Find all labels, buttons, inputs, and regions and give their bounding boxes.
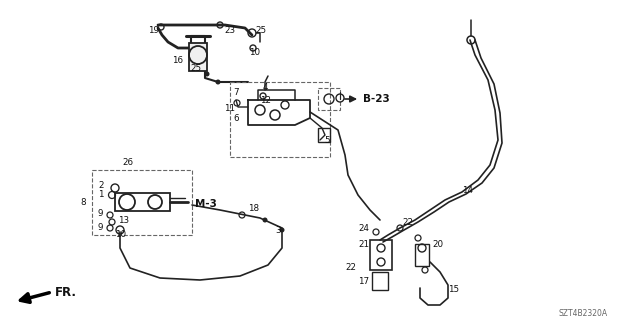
Text: 18: 18 xyxy=(248,204,259,212)
Text: 17: 17 xyxy=(358,277,369,286)
Text: 14: 14 xyxy=(462,186,473,195)
Text: 3: 3 xyxy=(275,226,280,235)
Bar xyxy=(92,170,192,235)
Bar xyxy=(370,240,392,270)
Circle shape xyxy=(216,79,221,84)
Text: 9: 9 xyxy=(97,222,102,231)
Text: 6: 6 xyxy=(233,114,239,123)
Circle shape xyxy=(280,228,285,233)
Text: 22: 22 xyxy=(402,218,413,227)
Bar xyxy=(415,244,429,266)
Text: 25: 25 xyxy=(190,63,201,73)
Text: 8: 8 xyxy=(80,197,86,206)
Bar xyxy=(189,43,207,71)
Circle shape xyxy=(262,218,268,222)
Text: M-3: M-3 xyxy=(195,199,217,209)
Text: 20: 20 xyxy=(432,239,443,249)
Bar xyxy=(230,82,330,157)
Bar xyxy=(115,193,170,211)
Text: SZT4B2320A: SZT4B2320A xyxy=(559,308,608,317)
Text: 2: 2 xyxy=(98,180,104,189)
Text: 22: 22 xyxy=(345,263,356,273)
Text: B-23: B-23 xyxy=(363,94,390,104)
Text: 23: 23 xyxy=(224,26,235,35)
Text: 15: 15 xyxy=(448,285,459,294)
Bar xyxy=(318,128,330,142)
Text: 12: 12 xyxy=(260,95,271,105)
Text: 25: 25 xyxy=(255,26,266,35)
Text: 11: 11 xyxy=(224,103,235,113)
Text: 4: 4 xyxy=(263,83,269,92)
Text: 10: 10 xyxy=(115,229,126,238)
Text: 5: 5 xyxy=(324,135,330,145)
Text: 24: 24 xyxy=(358,223,369,233)
Circle shape xyxy=(205,71,209,76)
Text: 13: 13 xyxy=(118,215,129,225)
Text: 1: 1 xyxy=(98,189,104,198)
Text: 16: 16 xyxy=(172,55,183,65)
Bar xyxy=(318,88,340,110)
Bar xyxy=(372,272,388,290)
Text: FR.: FR. xyxy=(55,285,77,299)
Text: 7: 7 xyxy=(233,87,239,97)
Text: 9: 9 xyxy=(97,209,102,218)
Text: 19: 19 xyxy=(148,26,159,35)
Text: 10: 10 xyxy=(249,47,260,57)
Text: 21: 21 xyxy=(358,239,369,249)
Text: 26: 26 xyxy=(122,157,133,166)
